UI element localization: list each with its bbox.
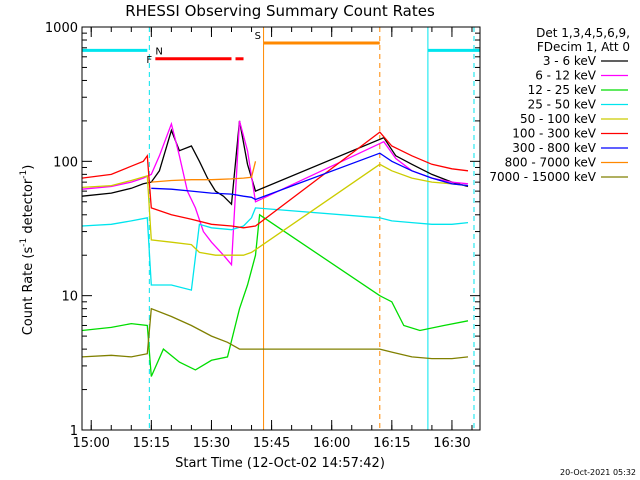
series-line-6	[151, 152, 469, 201]
legend-header-1: Det 1,3,4,5,6,9,	[536, 26, 630, 40]
flag-label-S: S	[255, 31, 261, 42]
x-tick-label-4: 16:00	[313, 436, 350, 451]
series-line-3	[81, 207, 469, 291]
x-tick-label-0: 15:00	[72, 436, 109, 451]
vertical-markers	[148, 27, 475, 430]
series-line-5	[81, 131, 469, 229]
y-axis-label: Count Rate (s-1 detector-1)	[19, 165, 36, 336]
series-line-4	[81, 163, 469, 256]
series-line-2	[81, 213, 469, 377]
legend-label-4: 50 - 100 keV	[520, 112, 597, 126]
y-tick-label-1: 10	[61, 290, 78, 305]
legend: Det 1,3,4,5,6,9, FDecim 1, Att 0 3 - 6 k…	[489, 26, 630, 184]
legend-label-5: 100 - 300 keV	[512, 127, 596, 141]
x-tick-label-2: 15:30	[193, 436, 230, 451]
chart-title: RHESSI Observing Summary Count Rates	[125, 2, 435, 20]
legend-label-8: 7000 - 15000 keV	[489, 170, 596, 184]
legend-label-7: 800 - 7000 keV	[505, 156, 597, 170]
x-tick-label-3: 15:45	[253, 436, 290, 451]
legend-label-3: 25 - 50 keV	[528, 98, 597, 112]
svg-text:Count Rate (s-1 detector-1): Count Rate (s-1 detector-1)	[19, 165, 36, 336]
flag-label-F: F	[146, 55, 152, 66]
plot-border	[81, 26, 481, 431]
x-tick-label-5: 16:15	[373, 436, 410, 451]
footer-date: 20-Oct-2021 05:32	[560, 468, 636, 477]
x-axis-label: Start Time (12-Oct-02 14:57:42)	[175, 456, 385, 471]
series-line-0	[81, 120, 469, 206]
series-lines	[81, 120, 469, 377]
series-line-8	[81, 307, 469, 360]
legend-label-6: 300 - 800 keV	[512, 141, 596, 155]
legend-label-2: 12 - 25 keV	[528, 83, 597, 97]
axes: 1 10 100 1000 15:00 15:15 15:30 15:45 16:00 16:15…	[45, 21, 481, 451]
legend-label-0: 3 - 6 keV	[543, 54, 597, 68]
x-tick-label-1: 15:15	[133, 436, 170, 451]
y-tick-label-3: 1000	[45, 21, 78, 36]
legend-header-2: FDecim 1, Att 0	[537, 40, 630, 54]
y-tick-label-0: 1	[70, 424, 78, 439]
x-tick-label-6: 16:30	[433, 436, 470, 451]
flag-bars: NF S	[82, 31, 480, 66]
flag-label-N: N	[155, 46, 162, 57]
series-line-7	[151, 161, 257, 183]
y-tick-label-2: 100	[53, 155, 78, 170]
legend-label-1: 6 - 12 keV	[535, 69, 597, 83]
